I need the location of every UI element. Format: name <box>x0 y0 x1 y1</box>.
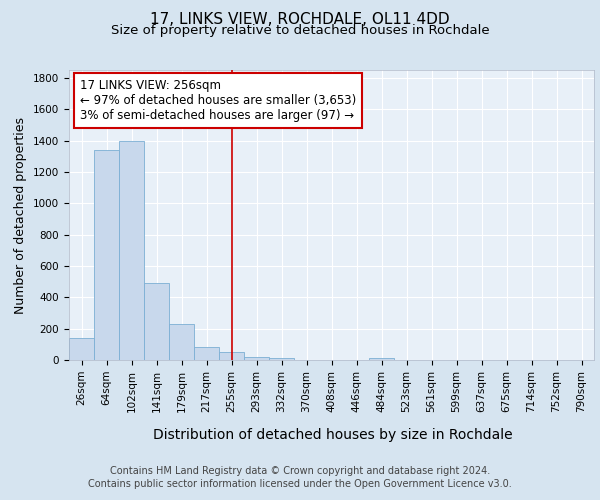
Bar <box>194 346 219 360</box>
Y-axis label: Number of detached properties: Number of detached properties <box>14 116 28 314</box>
Text: Contains public sector information licensed under the Open Government Licence v3: Contains public sector information licen… <box>88 479 512 489</box>
Bar <box>119 140 144 360</box>
Bar <box>369 358 394 360</box>
Text: 17 LINKS VIEW: 256sqm
← 97% of detached houses are smaller (3,653)
3% of semi-de: 17 LINKS VIEW: 256sqm ← 97% of detached … <box>79 78 356 122</box>
Text: Size of property relative to detached houses in Rochdale: Size of property relative to detached ho… <box>110 24 490 37</box>
Bar <box>144 283 169 360</box>
Bar <box>244 357 269 360</box>
Bar <box>169 324 194 360</box>
Bar <box>69 338 94 360</box>
Text: 17, LINKS VIEW, ROCHDALE, OL11 4DD: 17, LINKS VIEW, ROCHDALE, OL11 4DD <box>150 12 450 28</box>
Text: Contains HM Land Registry data © Crown copyright and database right 2024.: Contains HM Land Registry data © Crown c… <box>110 466 490 476</box>
Bar <box>219 352 244 360</box>
Bar <box>94 150 119 360</box>
Bar <box>269 358 294 360</box>
Text: Distribution of detached houses by size in Rochdale: Distribution of detached houses by size … <box>153 428 513 442</box>
